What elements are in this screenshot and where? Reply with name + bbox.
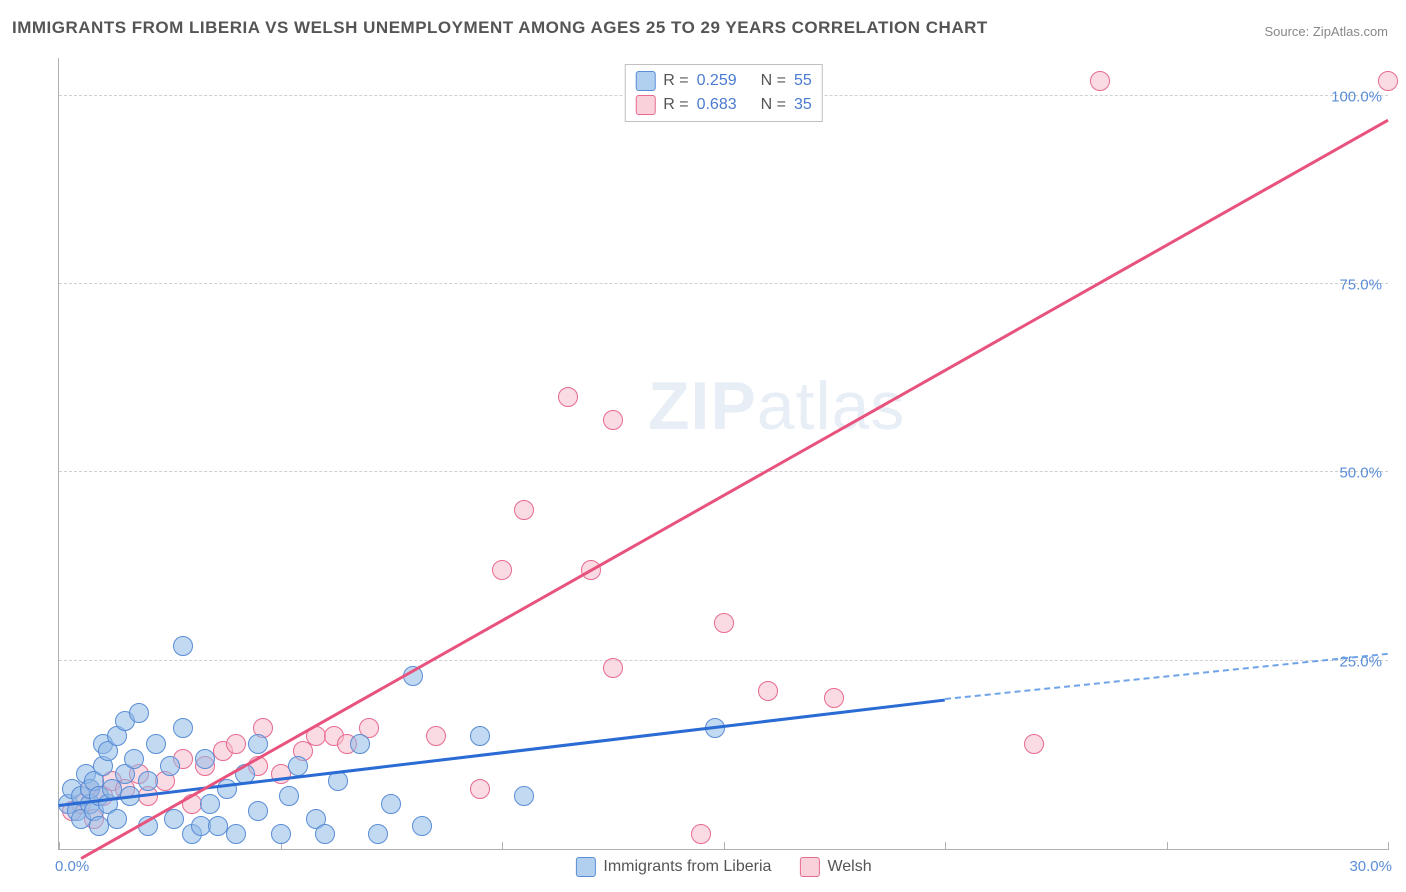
y-tick-label: 50.0% xyxy=(1339,465,1382,482)
data-point xyxy=(558,387,578,407)
data-point xyxy=(173,718,193,738)
data-point xyxy=(288,756,308,776)
data-point xyxy=(173,636,193,656)
data-point xyxy=(381,794,401,814)
legend-swatch-pink xyxy=(799,857,819,877)
legend-r-label: R = xyxy=(663,96,688,114)
data-point xyxy=(470,779,490,799)
data-point xyxy=(195,749,215,769)
legend-r-value: 0.683 xyxy=(697,96,737,114)
legend-item-pink: Welsh xyxy=(799,857,871,877)
data-point xyxy=(138,771,158,791)
data-point xyxy=(129,703,149,723)
trend-line xyxy=(81,118,1389,858)
watermark: ZIPatlas xyxy=(648,367,905,445)
legend-row-blue: R = 0.259 N = 55 xyxy=(635,69,812,93)
gridline xyxy=(59,660,1388,661)
plot-area: ZIPatlas R = 0.259 N = 55 R = 0.683 N = … xyxy=(58,58,1388,850)
x-tick xyxy=(945,842,946,850)
legend-label-blue: Immigrants from Liberia xyxy=(603,858,771,876)
data-point xyxy=(107,809,127,829)
data-point xyxy=(164,809,184,829)
source-label: Source: ZipAtlas.com xyxy=(1264,24,1388,39)
bottom-legend: Immigrants from Liberia Welsh xyxy=(575,857,871,877)
data-point xyxy=(492,560,512,580)
data-point xyxy=(1378,71,1398,91)
legend-swatch-blue xyxy=(575,857,595,877)
data-point xyxy=(217,779,237,799)
x-tick xyxy=(502,842,503,850)
legend-n-label: N = xyxy=(761,72,786,90)
x-tick xyxy=(1388,842,1389,850)
data-point xyxy=(350,734,370,754)
data-point xyxy=(412,816,432,836)
data-point xyxy=(603,658,623,678)
data-point xyxy=(328,771,348,791)
x-tick xyxy=(59,842,60,850)
top-legend: R = 0.259 N = 55 R = 0.683 N = 35 xyxy=(624,64,823,122)
data-point xyxy=(470,726,490,746)
watermark-bold: ZIP xyxy=(648,368,757,444)
data-point xyxy=(160,756,180,776)
legend-row-pink: R = 0.683 N = 35 xyxy=(635,93,812,117)
data-point xyxy=(226,824,246,844)
y-tick-label: 100.0% xyxy=(1331,88,1382,105)
data-point xyxy=(368,824,388,844)
gridline xyxy=(59,283,1388,284)
legend-label-pink: Welsh xyxy=(827,858,871,876)
data-point xyxy=(603,410,623,430)
gridline xyxy=(59,471,1388,472)
legend-n-value: 35 xyxy=(794,96,812,114)
data-point xyxy=(248,801,268,821)
data-point xyxy=(426,726,446,746)
legend-r-value: 0.259 xyxy=(697,72,737,90)
trend-line xyxy=(59,698,945,806)
legend-swatch-blue xyxy=(635,71,655,91)
data-point xyxy=(226,734,246,754)
data-point xyxy=(758,681,778,701)
legend-swatch-pink xyxy=(635,95,655,115)
data-point xyxy=(824,688,844,708)
x-tick-label: 30.0% xyxy=(1349,858,1392,875)
x-tick-label: 0.0% xyxy=(55,858,89,875)
data-point xyxy=(1090,71,1110,91)
data-point xyxy=(1024,734,1044,754)
data-point xyxy=(124,749,144,769)
legend-r-label: R = xyxy=(663,72,688,90)
data-point xyxy=(514,500,534,520)
data-point xyxy=(271,824,291,844)
data-point xyxy=(514,786,534,806)
legend-n-value: 55 xyxy=(794,72,812,90)
data-point xyxy=(200,794,220,814)
x-tick xyxy=(1167,842,1168,850)
data-point xyxy=(146,734,166,754)
x-tick xyxy=(724,842,725,850)
data-point xyxy=(691,824,711,844)
page-title: IMMIGRANTS FROM LIBERIA VS WELSH UNEMPLO… xyxy=(12,18,988,38)
data-point xyxy=(248,734,268,754)
chart-container: Unemployment Among Ages 25 to 29 years Z… xyxy=(10,58,1396,882)
legend-item-blue: Immigrants from Liberia xyxy=(575,857,771,877)
data-point xyxy=(714,613,734,633)
data-point xyxy=(315,824,335,844)
data-point xyxy=(279,786,299,806)
legend-n-label: N = xyxy=(761,96,786,114)
y-tick-label: 75.0% xyxy=(1339,277,1382,294)
